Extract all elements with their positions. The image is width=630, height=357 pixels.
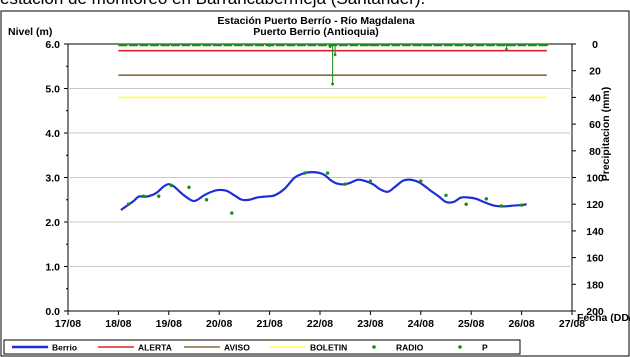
legend: Berrio ALERTA AVISO BOLETIN RADIO P <box>3 339 521 355</box>
axes: 0.0 1.0 2.0 3.0 4.0 5.0 6.0 0 20 40 60 80 100 120 140 1… <box>45 39 604 330</box>
precip-point <box>419 43 423 47</box>
radio-point <box>141 194 146 198</box>
y-tick-label: 5.0 <box>45 84 60 96</box>
legend-label-aviso: AVISO <box>224 343 250 353</box>
radio-point <box>325 171 330 175</box>
radio-point <box>464 202 468 206</box>
x-tick-label: 18/08 <box>105 318 131 330</box>
series-berrio-line <box>120 171 527 211</box>
legend-label-alerta: ALERTA <box>138 343 172 353</box>
precip-point <box>333 53 337 57</box>
x-tick-label: 19/08 <box>156 318 182 330</box>
x-tick-label: 21/08 <box>256 318 282 330</box>
radio-point <box>499 204 504 208</box>
x-tick-label: 25/08 <box>458 318 484 330</box>
radio-point <box>303 171 307 175</box>
y-tick-label: 2.0 <box>45 217 60 229</box>
precip-point <box>545 43 549 47</box>
y2-tick-label: 200 <box>586 306 604 318</box>
y-tick-label: 3.0 <box>45 173 60 185</box>
y2-tick-label: 80 <box>589 146 601 158</box>
series-group <box>118 43 549 215</box>
legend-label-berrio: Berrio <box>52 343 77 353</box>
precip-point <box>469 43 473 47</box>
x-axis-label: Fecha (DD/M/AA) <box>577 312 630 324</box>
x-tick-label: 24/08 <box>408 318 434 330</box>
precip-point <box>217 43 221 47</box>
chart-subtitle: Puerto Berrio (Antioquia) <box>253 26 378 38</box>
legend-label-p: P <box>482 343 488 353</box>
precip-point <box>268 43 271 47</box>
radio-point <box>187 185 191 189</box>
precip-point <box>328 45 332 49</box>
radio-point <box>444 193 448 197</box>
y2-tick-label: 160 <box>586 253 604 265</box>
legend-swatch-p <box>458 345 462 349</box>
legend-box <box>3 339 521 355</box>
y2-tick-label: 100 <box>586 173 604 185</box>
x-tick-label: 27/08 <box>559 318 585 330</box>
radio-point <box>157 194 161 198</box>
y-tick-label: 1.0 <box>45 262 60 274</box>
y-tick-label: 4.0 <box>45 128 60 140</box>
radio-point <box>368 179 373 183</box>
radio-point <box>343 182 347 186</box>
y-tick-label: 0.0 <box>45 306 60 318</box>
radio-point <box>126 202 131 206</box>
precip-point <box>505 47 508 51</box>
y2-tick-label: 20 <box>589 66 601 78</box>
y-axis-label: Nivel (m) <box>8 26 52 38</box>
radio-point <box>204 198 209 202</box>
x-tick-label: 26/08 <box>508 318 534 330</box>
radio-point <box>519 203 524 207</box>
radio-point <box>169 183 174 188</box>
precip-point <box>167 43 171 47</box>
y2-tick-label: 60 <box>589 119 601 131</box>
x-tick-label: 20/08 <box>206 318 232 330</box>
radio-point <box>419 179 423 183</box>
x-tick-label: 22/08 <box>307 318 333 330</box>
figure-caption: estación de monitoreo en Barrancabermeja… <box>0 0 630 9</box>
y2-tick-label: 180 <box>586 279 604 291</box>
legend-swatch-radio <box>372 345 376 349</box>
y2-tick-label: 40 <box>589 92 601 104</box>
legend-label-radio: RADIO <box>396 343 424 353</box>
radio-point <box>230 211 234 215</box>
gridlines <box>68 88 572 267</box>
y2-axis-label: Precipitacion (mm) <box>600 87 612 182</box>
radio-point <box>484 197 489 201</box>
precip-point <box>331 82 334 86</box>
x-tick-label: 23/08 <box>357 318 383 330</box>
chart: 0.0 1.0 2.0 3.0 4.0 5.0 6.0 0 20 40 60 80 100 120 140 1… <box>0 10 630 357</box>
precip-point <box>132 43 135 47</box>
y2-tick-label: 140 <box>586 226 604 238</box>
y2-tick-label: 120 <box>586 199 604 211</box>
y-tick-label: 6.0 <box>45 39 60 51</box>
x-tick-label: 17/08 <box>55 318 81 330</box>
legend-label-boletin: BOLETIN <box>310 343 347 353</box>
precip-point <box>369 43 372 47</box>
y2-tick-label: 0 <box>592 39 598 51</box>
chart-title: Estación Puerto Berrío - Río Magdalena <box>217 15 414 27</box>
